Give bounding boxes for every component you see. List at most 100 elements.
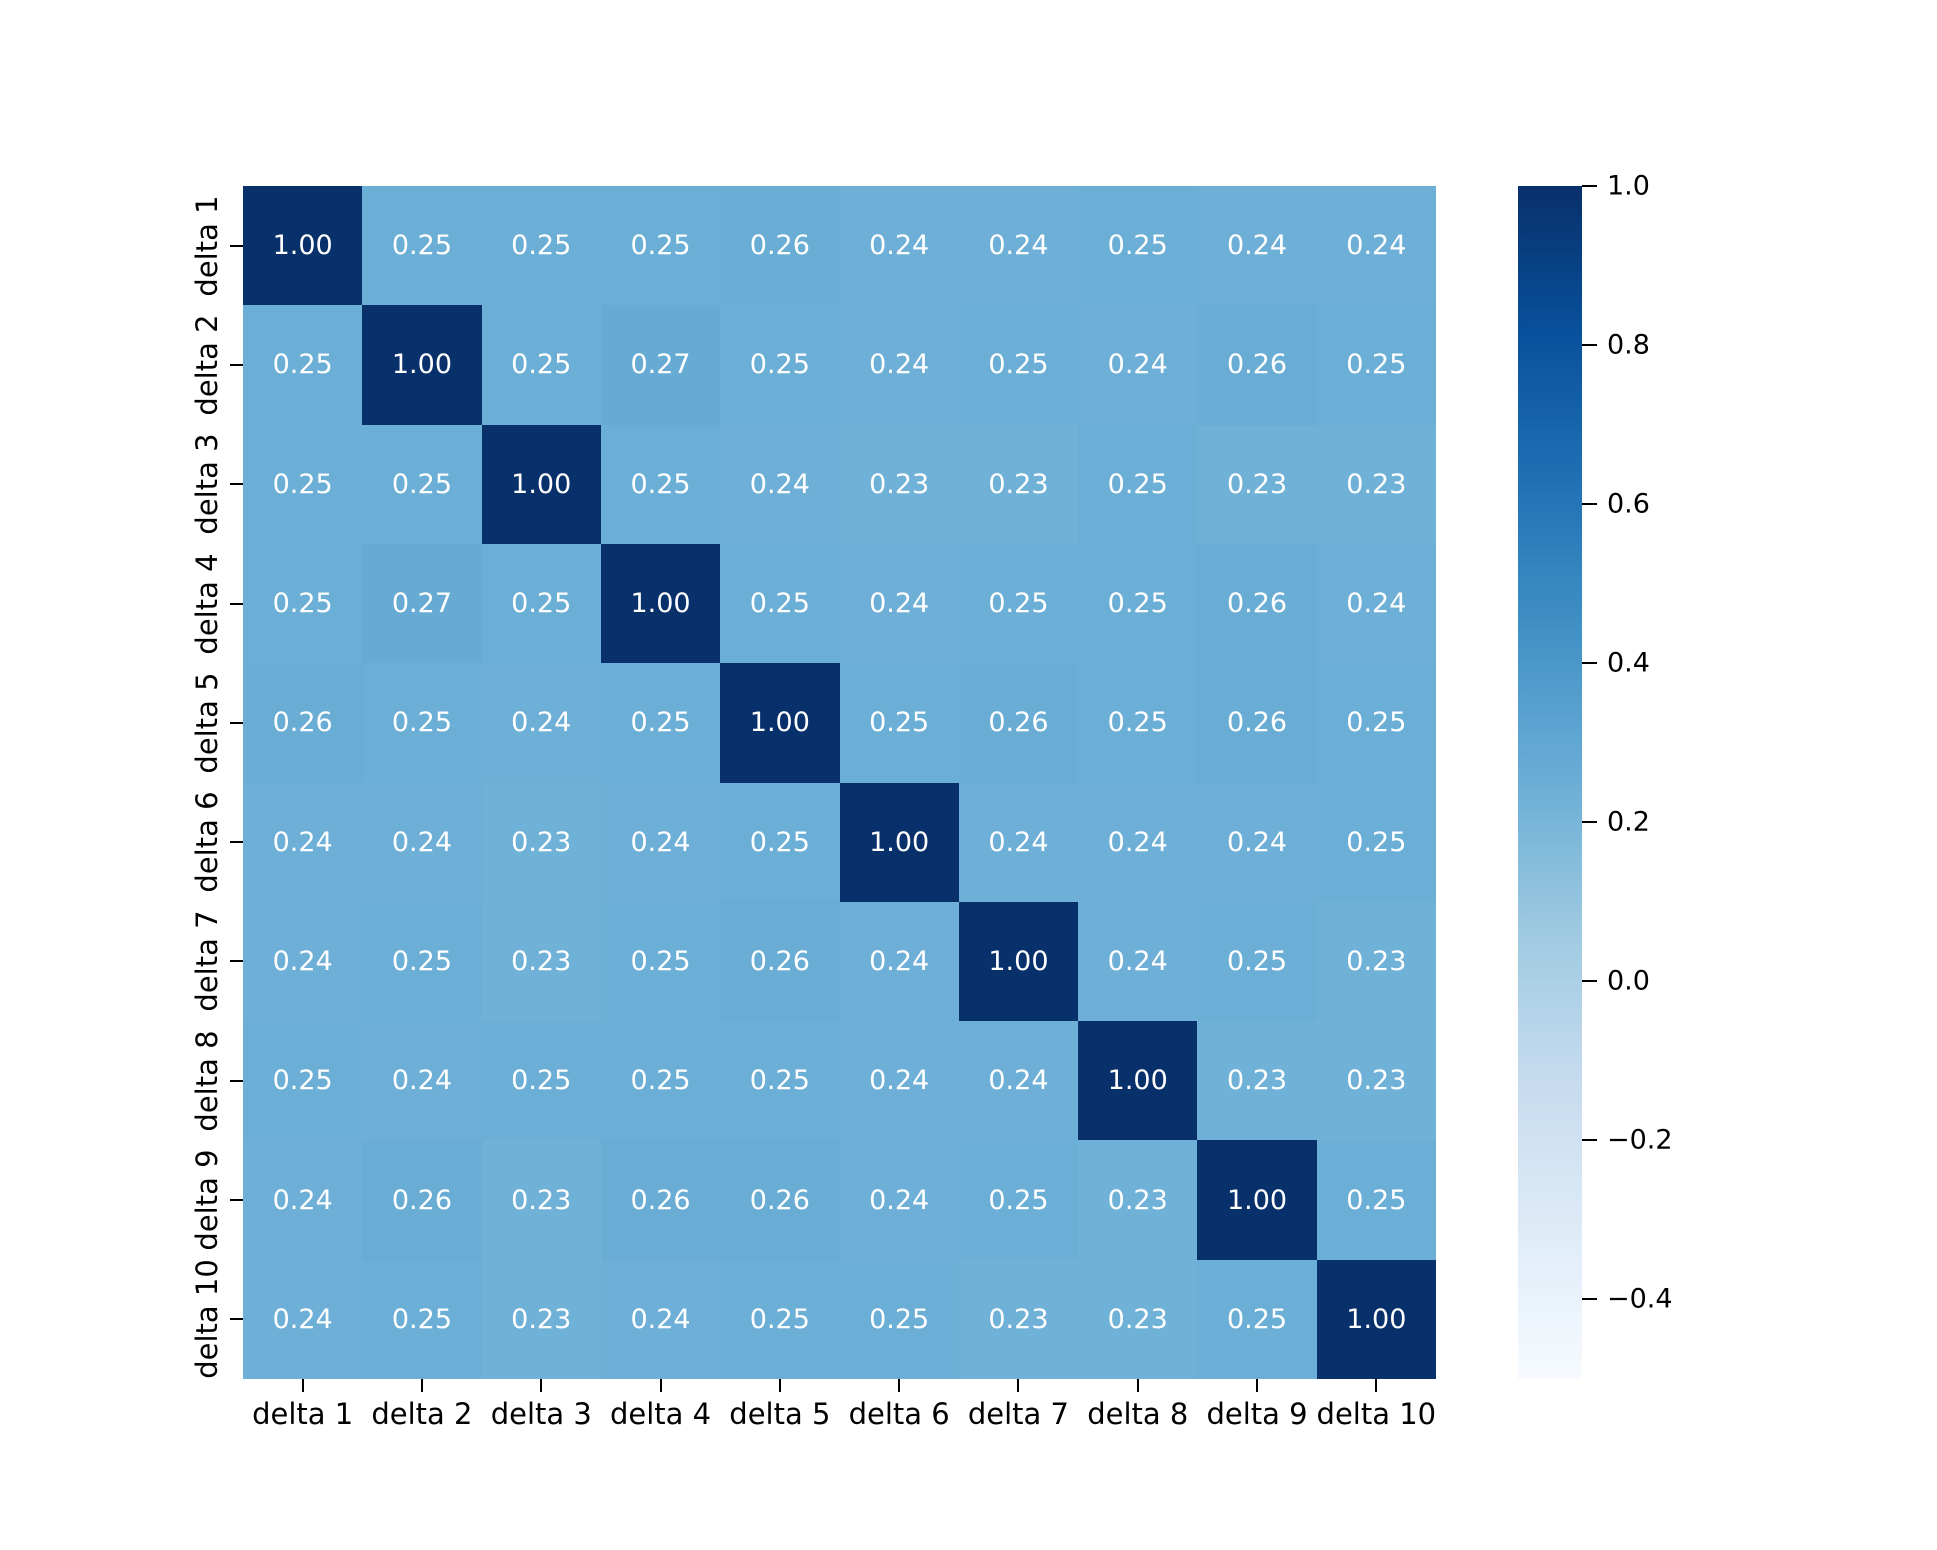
cell-value: 0.27 xyxy=(630,349,691,381)
cell-value: 0.25 xyxy=(749,1065,810,1097)
x-tick-label: delta 9 xyxy=(1206,1397,1308,1431)
cell-value: 0.25 xyxy=(749,1303,810,1335)
heatmap-cell: 0.25 xyxy=(481,543,601,664)
heatmap-cell: 0.26 xyxy=(1197,305,1317,425)
y-tick-label: delta 8 xyxy=(190,1030,224,1132)
cell-value: 0.25 xyxy=(511,349,572,381)
heatmap-cell: 0.27 xyxy=(362,543,482,664)
heatmap-cell: 0.25 xyxy=(243,543,363,664)
heatmap-cell: 0.24 xyxy=(1078,305,1198,425)
heatmap-cell: 0.25 xyxy=(1197,901,1317,1022)
cell-value: 0.25 xyxy=(988,1184,1049,1216)
colorbar-tick-label: −0.2 xyxy=(1607,1124,1673,1156)
cell-value: 0.25 xyxy=(511,1065,572,1097)
cell-value: 0.26 xyxy=(1226,707,1288,739)
y-tick-label: delta 4 xyxy=(190,552,224,655)
cell-value: 1.00 xyxy=(272,230,333,262)
heatmap-cell: 0.26 xyxy=(720,186,840,306)
cell-value: 0.25 xyxy=(630,707,691,739)
cell-value: 0.24 xyxy=(1107,826,1168,858)
heatmap-cell: 0.24 xyxy=(600,782,721,902)
y-tick-mark xyxy=(230,960,243,963)
colorbar-tick-mark xyxy=(1582,344,1597,347)
y-tick-mark xyxy=(230,721,243,724)
cell-value: 0.25 xyxy=(630,468,691,500)
heatmap-cell: 0.24 xyxy=(1316,186,1436,306)
cell-value: 0.24 xyxy=(1346,230,1407,262)
colorbar-gradient xyxy=(1518,186,1582,1379)
heatmap-cell: 0.24 xyxy=(839,1021,959,1141)
cell-value: 1.00 xyxy=(1107,1065,1168,1097)
cell-value: 0.25 xyxy=(272,468,333,500)
cell-value: 0.24 xyxy=(630,826,691,858)
cell-value: 0.24 xyxy=(1346,588,1407,620)
heatmap-cell: 0.24 xyxy=(720,424,840,544)
heatmap-cell: 0.25 xyxy=(362,1259,482,1379)
x-tick-label: delta 3 xyxy=(490,1397,592,1431)
colorbar-tick-mark xyxy=(1582,1139,1597,1142)
heatmap-cell: 0.24 xyxy=(481,663,601,783)
x-tick-label: delta 2 xyxy=(371,1397,473,1431)
heatmap-cell: 0.24 xyxy=(1197,782,1317,902)
colorbar-tick-label: 0.8 xyxy=(1607,329,1650,361)
cell-value: 0.24 xyxy=(272,1303,333,1335)
y-tick-label: delta 6 xyxy=(190,791,224,893)
colorbar-tick-mark xyxy=(1582,662,1597,665)
cell-value: 0.23 xyxy=(1346,1065,1407,1097)
cell-value: 0.25 xyxy=(630,1065,691,1097)
heatmap-cell: 0.25 xyxy=(600,1021,721,1141)
heatmap-cell: 0.25 xyxy=(362,901,482,1022)
cell-value: 0.25 xyxy=(630,230,691,262)
heatmap-cell: 0.25 xyxy=(839,663,959,783)
colorbar-tick-label: 0.2 xyxy=(1607,806,1650,838)
heatmap-cell: 0.23 xyxy=(1316,901,1436,1022)
x-tick-mark xyxy=(1017,1379,1020,1392)
heatmap-cell: 0.23 xyxy=(1316,424,1436,544)
x-tick-label: delta 5 xyxy=(729,1397,831,1431)
cell-value: 0.24 xyxy=(988,1065,1049,1097)
heatmap-cell: 0.24 xyxy=(1078,782,1198,902)
heatmap-cell: 0.24 xyxy=(362,782,482,902)
cell-value: 0.23 xyxy=(511,945,572,977)
cell-value: 0.24 xyxy=(869,1065,930,1097)
cell-value: 0.24 xyxy=(869,230,930,262)
heatmap-cell: 0.25 xyxy=(839,1259,959,1379)
heatmap-cell: 0.25 xyxy=(481,186,601,306)
colorbar-tick-mark xyxy=(1582,821,1597,824)
heatmap-cell: 0.25 xyxy=(1316,1140,1436,1260)
heatmap-cell: 0.24 xyxy=(1078,901,1198,1022)
cell-value: 0.24 xyxy=(391,1065,452,1097)
heatmap-cell: 0.24 xyxy=(600,1259,721,1379)
x-tick-label: delta 6 xyxy=(848,1397,950,1431)
x-tick-mark xyxy=(420,1379,423,1392)
cell-value: 0.25 xyxy=(272,1065,333,1097)
cell-value: 0.25 xyxy=(630,945,691,977)
heatmap-cell: 0.26 xyxy=(1197,663,1317,783)
colorbar-tick-label: 0.6 xyxy=(1607,488,1650,520)
cell-value: 0.26 xyxy=(749,945,810,977)
x-tick-label: delta 7 xyxy=(967,1397,1069,1431)
heatmap-cell: 0.25 xyxy=(362,424,482,544)
cell-value: 0.24 xyxy=(1226,230,1288,262)
heatmap-cell: 0.25 xyxy=(1078,663,1198,783)
cell-value: 0.24 xyxy=(869,945,930,977)
x-tick-mark xyxy=(778,1379,781,1392)
heatmap-cell: 0.25 xyxy=(481,305,601,425)
y-tick-mark xyxy=(230,483,243,486)
heatmap-cell: 0.26 xyxy=(1197,543,1317,664)
heatmap-cell: 0.25 xyxy=(1197,1259,1317,1379)
y-tick-mark xyxy=(230,1318,243,1321)
heatmap-cell: 1.00 xyxy=(1316,1259,1436,1379)
y-tick-mark xyxy=(230,1079,243,1082)
y-tick-mark xyxy=(230,841,243,844)
heatmap-cell: 0.23 xyxy=(958,1259,1079,1379)
x-tick-mark xyxy=(540,1379,543,1392)
colorbar-tick-label: 0.4 xyxy=(1607,647,1650,679)
heatmap-cell: 0.25 xyxy=(243,424,363,544)
heatmap-cell: 0.25 xyxy=(720,782,840,902)
x-tick-mark xyxy=(659,1379,662,1392)
cell-value: 0.25 xyxy=(511,588,572,620)
x-tick-label: delta 4 xyxy=(609,1397,712,1431)
heatmap-cell: 0.24 xyxy=(1197,186,1317,306)
